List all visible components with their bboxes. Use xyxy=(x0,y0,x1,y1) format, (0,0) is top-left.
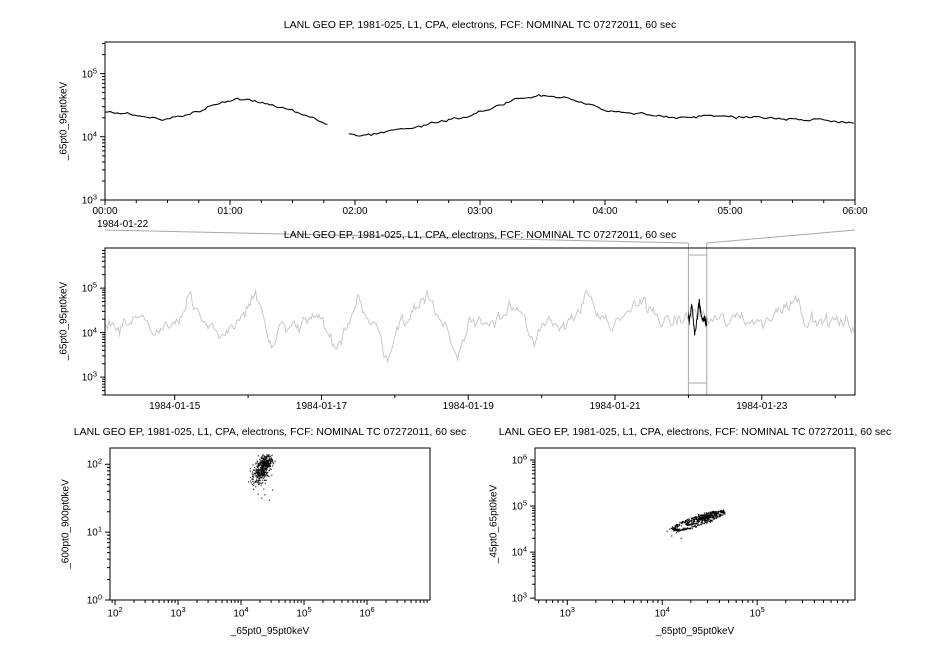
zoom-y-tick-label: 105 xyxy=(81,65,97,81)
xlabel-scatter-right: _65pt0_95pt0keV xyxy=(655,626,735,637)
ylabel-scatter-left: _600pt0_900pt0keV xyxy=(60,479,72,569)
zoom-x-tick-label: 04:00 xyxy=(592,206,618,217)
scatter-y-tick-label: 106 xyxy=(511,452,527,467)
zoom-x-tick-label: 01:00 xyxy=(217,206,243,217)
context-selection-box[interactable] xyxy=(688,243,706,395)
title-scatter-right: LANL GEO EP, 1981-025, L1, CPA, electron… xyxy=(498,426,892,438)
title-context-panel: LANL GEO EP, 1981-025, L1, CPA, electron… xyxy=(283,229,677,241)
context-x-tick-label: 1984-01-21 xyxy=(589,401,641,412)
scatter-x-tick-label: 104 xyxy=(654,605,670,620)
scatter-x-tick-label: 106 xyxy=(359,605,375,620)
context-plot-area[interactable] xyxy=(105,248,855,395)
zoom-y-tick-label: 104 xyxy=(81,129,97,144)
context-x-tick-label: 1984-01-23 xyxy=(736,401,788,412)
scatter-x-tick-label: 104 xyxy=(233,605,249,620)
scatter-x-tick-label: 105 xyxy=(296,605,312,620)
xlabel-scatter-left: _65pt0_95pt0keV xyxy=(230,626,310,637)
context-x-tick-label: 1984-01-19 xyxy=(442,401,494,412)
title-scatter-left: LANL GEO EP, 1981-025, L1, CPA, electron… xyxy=(73,426,467,438)
scatter-y-tick-label: 103 xyxy=(511,590,527,605)
scatter-y-tick-label: 105 xyxy=(511,498,527,513)
zoom-y-tick-label: 103 xyxy=(81,192,97,207)
context-x-tick-label: 1984-01-17 xyxy=(295,401,348,412)
scatter-right-plot-area[interactable] xyxy=(535,448,855,600)
zoom-plot-area[interactable] xyxy=(105,42,855,200)
zoom-x-tick-label: 05:00 xyxy=(717,206,743,217)
scatter-x-tick-label: 105 xyxy=(749,605,765,620)
ylabel-context-panel: _65pt0_95pt0keV xyxy=(58,281,70,361)
context-y-tick-label: 104 xyxy=(81,324,97,340)
zoom-x-tick-label: 03:00 xyxy=(467,206,493,217)
scatter-y-tick-label: 100 xyxy=(86,592,102,607)
zoom-x-tick-label: 06:00 xyxy=(842,206,868,217)
scatter-x-tick-label: 102 xyxy=(107,605,123,620)
scatter-y-tick-label: 104 xyxy=(511,544,527,559)
ylabel-zoom-panel: _65pt0_95pt0keV xyxy=(58,81,70,161)
scatter-y-tick-label: 102 xyxy=(86,456,102,471)
zoom-x-tick-label: 00:00 xyxy=(92,206,118,217)
context-y-tick-label: 103 xyxy=(81,369,97,384)
title-zoom-panel: LANL GEO EP, 1981-025, L1, CPA, electron… xyxy=(283,19,677,31)
context-x-tick-label: 1984-01-15 xyxy=(149,401,201,412)
scatter-y-tick-label: 101 xyxy=(86,524,102,539)
scatter-x-tick-label: 103 xyxy=(170,605,186,620)
context-date-label: 1984-01-22 xyxy=(97,219,149,230)
scatter-x-tick-label: 103 xyxy=(559,605,575,620)
context-y-tick-label: 105 xyxy=(81,280,97,295)
ylabel-scatter-right: _45pt0_65pt0keV xyxy=(488,484,500,564)
zoom-x-tick-label: 02:00 xyxy=(342,206,368,217)
scatter-left-plot-area[interactable] xyxy=(110,448,430,600)
